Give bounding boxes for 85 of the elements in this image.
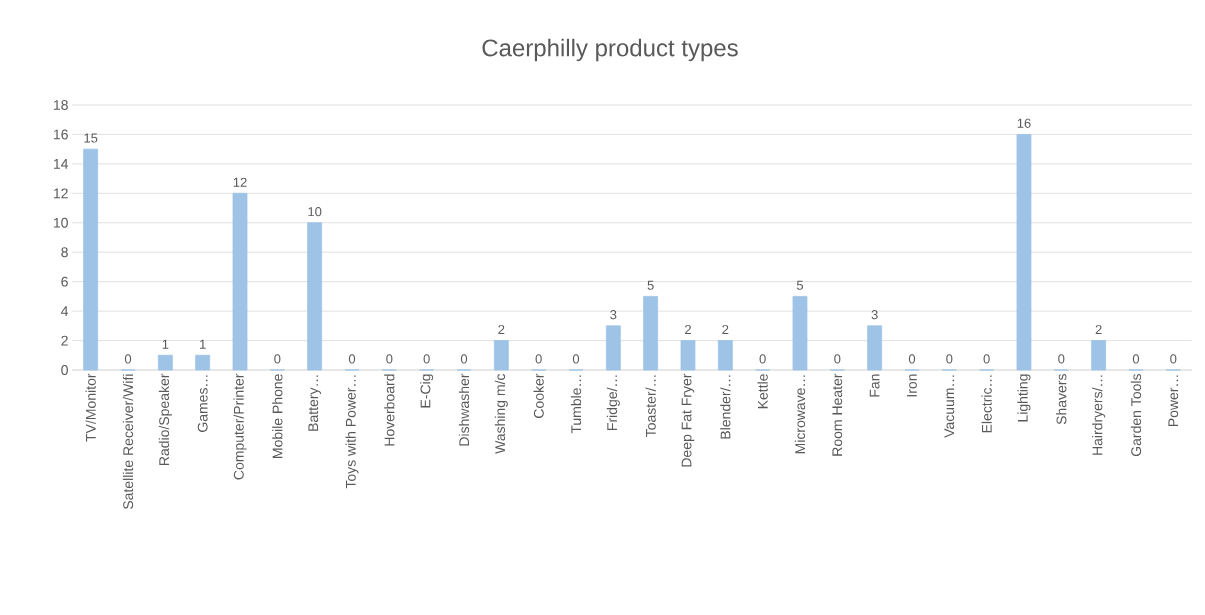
x-tick-label: Iron [907,374,917,397]
x-tick-label: Hairdryers/… [1092,375,1106,455]
x-tick-label: Fan [869,374,880,397]
x-tick-label: Toys with Power… [345,375,359,489]
x-tick-label: Shavers [1056,374,1067,425]
bar [605,325,621,371]
y-tick-label: 12 [53,188,68,199]
bar [1091,340,1107,371]
data-label: 0 [759,354,766,364]
bar [867,325,883,371]
bar [717,340,733,371]
bar [307,222,323,371]
data-label: 0 [535,354,542,364]
data-label: 5 [796,280,804,290]
data-label: 2 [498,324,505,335]
y-tick-label: 18 [53,100,68,110]
x-tick-label: TV/Monitor [85,373,96,442]
bar [680,340,696,371]
x-tick-label: Dishwasher [458,373,470,446]
data-label: 2 [722,324,729,335]
data-label: 2 [685,324,691,335]
x-tick-label: Mobile Phone [272,374,283,458]
data-label: 0 [423,354,430,364]
data-label: 0 [274,354,281,364]
y-tick-label: 0 [61,365,68,375]
x-tick-label: Hoverboard [384,374,395,446]
data-label: 10 [308,207,322,217]
y-tick-label: 4 [61,306,69,316]
bar [83,148,99,371]
bar [643,295,659,371]
x-tick-label: Radio/Speaker [158,373,172,465]
x-tick-label: Kettle [757,374,768,409]
data-label: 0 [124,354,132,364]
data-label: 3 [610,310,617,320]
x-tick-label: Power… [1168,375,1179,427]
x-tick-label: Satellite Receiver/Wifi [122,374,134,510]
data-label: 2 [1095,324,1102,335]
y-tick-label: 8 [61,247,68,258]
y-tick-label: 6 [61,276,68,287]
x-tick-label: Room Heater [832,373,843,456]
data-label: 0 [834,354,841,364]
data-label: 5 [647,280,654,290]
data-label: 0 [460,354,468,364]
data-label: 0 [386,354,393,364]
chart-title: Caerphilly product types [482,38,738,62]
x-tick-label: Fridge/… [606,375,620,430]
data-label: 16 [1017,118,1031,128]
bar [493,340,509,371]
x-tick-label: Microwave… [794,375,806,454]
bar [232,192,248,371]
data-label: 0 [946,354,953,364]
data-label: 1 [162,339,169,349]
bar [157,354,173,371]
data-label: 0 [908,354,916,364]
x-tick-label: Battery… [308,375,321,431]
data-label: 0 [348,354,356,364]
x-tick-label: Vacuum… [944,375,955,438]
y-tick-label: 2 [61,335,68,346]
x-tick-label: Toaster/… [645,375,656,438]
bar [792,295,808,371]
x-tick-label: Garden Tools [1130,374,1142,457]
data-label: 0 [983,354,990,364]
x-tick-label: Tumble… [570,375,582,434]
x-tick-label: E-Cig [420,374,434,408]
data-label: 0 [1170,354,1177,364]
x-tick-label: Deep Fat Fryer [681,373,695,467]
x-tick-label: Games… [197,375,208,432]
y-tick-label: 16 [53,129,68,140]
x-tick-label: Computer/Printer [233,373,247,480]
x-tick-label: Washing m/c [494,373,508,454]
x-tick-label: Electric… [981,375,992,433]
data-label: 0 [572,354,580,364]
x-tick-label: Blender/… [720,375,731,439]
y-tick-label: 10 [53,217,68,228]
y-tick-label: 14 [53,159,69,169]
data-label: 1 [200,339,206,349]
bar [195,354,211,371]
data-label: 12 [233,177,247,187]
x-tick-label: Cooker [533,373,544,418]
bar [1016,134,1032,371]
x-tick-label: Lighting [1017,374,1031,422]
data-label: 3 [871,310,878,320]
data-label: 0 [1058,354,1065,364]
data-label: 0 [1132,354,1140,364]
data-label: 15 [84,133,98,143]
